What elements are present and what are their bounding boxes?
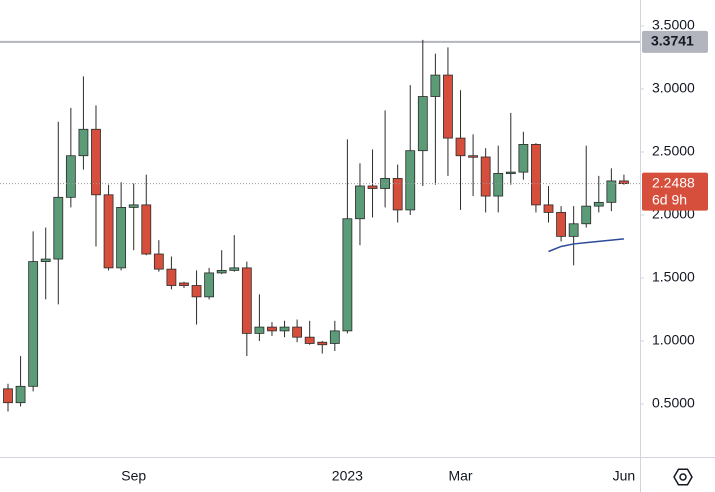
candle-body <box>229 267 240 271</box>
candle-body <box>480 156 491 197</box>
settings-icon-center[interactable] <box>679 473 687 481</box>
y-tick-label: 1.0000 <box>652 332 695 348</box>
candle-body <box>153 253 164 270</box>
candle-body <box>329 330 340 344</box>
y-tick-label: 3.5000 <box>652 17 695 33</box>
candle-body <box>304 336 315 344</box>
candle-body <box>128 204 139 208</box>
candle-body <box>166 268 177 286</box>
candle-body <box>116 206 127 269</box>
candle-body <box>493 172 504 197</box>
candle-body <box>392 178 403 211</box>
candle-body <box>191 285 202 298</box>
candle-body <box>28 261 39 387</box>
candle-body <box>254 326 265 334</box>
candle-body <box>3 388 13 404</box>
current-price-box <box>642 172 708 211</box>
candle-body <box>53 196 64 260</box>
candle-body <box>342 218 353 332</box>
level-label-box <box>642 30 708 53</box>
candle-body <box>40 258 51 262</box>
candle-body <box>468 155 478 158</box>
y-tick-label: 1.5000 <box>652 269 695 285</box>
candle-body <box>443 74 453 139</box>
candle-body <box>518 143 529 173</box>
candle-body <box>367 185 378 189</box>
candle-body <box>216 269 227 274</box>
candle-body <box>455 137 466 157</box>
candle-body <box>292 326 303 338</box>
candle-body <box>65 155 76 198</box>
candle-body <box>556 212 566 237</box>
candle-body <box>405 150 416 211</box>
x-tick-label: Mar <box>448 468 472 484</box>
level-label: 3.3741 <box>651 33 694 49</box>
candle-body <box>581 205 592 225</box>
candle-body <box>543 204 554 213</box>
candle-body <box>317 341 328 346</box>
candle-body <box>568 223 579 237</box>
candle-body <box>606 180 617 203</box>
candle-body <box>78 128 89 157</box>
line-series <box>548 238 625 253</box>
candle-body <box>380 178 391 189</box>
countdown-label: 6d 9h <box>652 191 687 207</box>
candle-body <box>241 267 252 334</box>
candle-body <box>619 180 629 185</box>
y-tick-label: 0.5000 <box>652 395 695 411</box>
candle-body <box>355 185 365 220</box>
settings-button[interactable] <box>673 468 693 486</box>
settings-icon[interactable] <box>673 468 693 486</box>
y-tick-label: 3.0000 <box>652 80 695 96</box>
x-tick-label: Sep <box>121 468 146 484</box>
candle-body <box>267 326 277 332</box>
candle-body <box>531 143 541 206</box>
y-tick-label: 2.5000 <box>652 143 695 159</box>
candle-body <box>91 128 101 196</box>
candle-body <box>179 282 189 286</box>
candle-body <box>430 74 441 97</box>
candle-body <box>417 96 428 152</box>
x-tick-label: 2023 <box>332 468 363 484</box>
x-tick-label: Jun <box>613 468 636 484</box>
current-price-label: 2.2488 <box>652 174 695 190</box>
candle-body <box>593 201 604 207</box>
candle-body <box>15 385 26 404</box>
candle-body <box>204 272 215 298</box>
candle-body <box>279 326 290 332</box>
candle-body <box>505 171 516 175</box>
candle-body <box>141 204 152 255</box>
candle-body <box>103 194 114 269</box>
